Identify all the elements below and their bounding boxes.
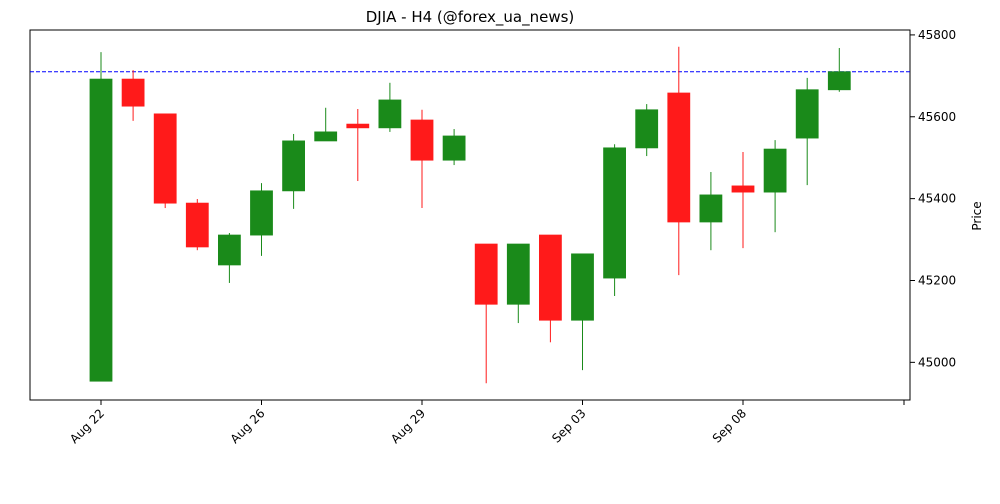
candle-body <box>346 123 370 129</box>
x-tick-label: Sep 08 <box>710 406 749 445</box>
candle-body <box>571 253 594 321</box>
candle-body <box>282 140 306 192</box>
chart-title: DJIA - H4 (@forex_ua_news) <box>366 8 575 27</box>
candle-body <box>314 131 338 142</box>
candle-body <box>827 71 851 91</box>
y-tick-label: 45800 <box>918 28 956 42</box>
y-tick-label: 45600 <box>918 110 956 124</box>
candle-body <box>474 243 498 305</box>
candle-body <box>795 89 819 139</box>
candle-body <box>635 109 659 149</box>
candle-body <box>250 190 273 236</box>
x-tick-label: Aug 22 <box>67 406 107 446</box>
plot-frame <box>29 29 911 401</box>
candle-body <box>731 185 755 193</box>
y-tick-label: 45200 <box>918 273 956 287</box>
candle-body <box>153 113 177 204</box>
y-tick-label: 45000 <box>918 355 956 369</box>
candle-body <box>667 92 691 223</box>
candle-body <box>539 234 562 321</box>
candle-body <box>410 119 434 161</box>
candle-body <box>699 194 723 223</box>
candle-body <box>506 243 530 305</box>
candle-body <box>442 135 466 161</box>
x-tick-label: Sep 03 <box>549 406 588 445</box>
candle-body <box>763 148 787 193</box>
candle-body <box>217 234 241 266</box>
candle-body <box>89 78 113 382</box>
candle-body <box>185 202 209 248</box>
candle-body <box>378 99 402 129</box>
x-tick-label: Aug 26 <box>228 406 268 446</box>
y-axis-label: Price <box>970 201 984 230</box>
candle-body <box>121 78 145 107</box>
x-tick-label: Aug 29 <box>388 406 428 446</box>
y-tick-label: 45400 <box>918 192 956 206</box>
candle-body <box>603 147 626 279</box>
